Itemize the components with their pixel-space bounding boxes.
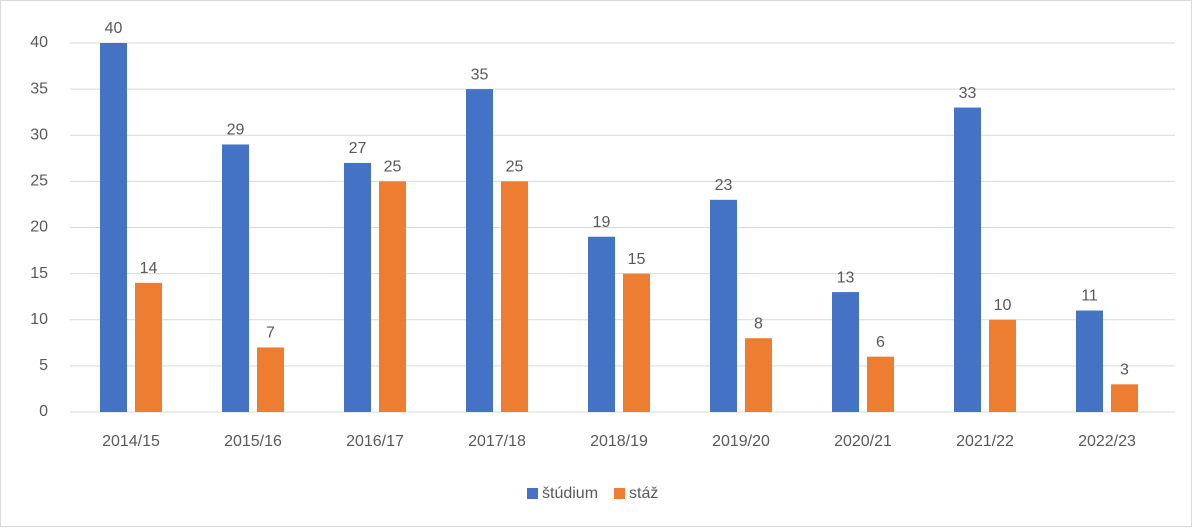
legend-swatch	[614, 488, 626, 499]
x-tick-label: 2017/18	[468, 433, 526, 450]
bar	[100, 43, 127, 412]
bar	[466, 89, 493, 412]
data-label: 29	[227, 122, 245, 139]
data-label: 13	[837, 269, 855, 286]
bar	[623, 273, 650, 412]
data-label: 6	[876, 334, 885, 351]
bar	[379, 181, 406, 412]
bar	[222, 144, 249, 412]
data-label: 15	[628, 251, 646, 268]
x-tick-label: 2020/21	[834, 433, 892, 450]
data-label: 33	[959, 85, 977, 102]
bar	[344, 162, 371, 412]
bar	[588, 236, 615, 412]
data-label: 35	[471, 66, 489, 83]
data-label: 14	[140, 260, 158, 277]
bar	[1111, 384, 1138, 412]
y-tick-label: 30	[30, 126, 48, 143]
y-tick-label: 15	[30, 265, 48, 282]
y-tick-label: 35	[30, 80, 48, 97]
y-tick-label: 40	[30, 34, 48, 51]
x-tick-label: 2014/15	[102, 433, 160, 450]
legend-label: stáž	[629, 485, 658, 502]
y-tick-label: 5	[39, 357, 48, 374]
legend-label: štúdium	[542, 485, 598, 502]
x-tick-label: 2019/20	[712, 433, 770, 450]
data-label: 27	[349, 140, 367, 157]
bar	[135, 282, 162, 412]
y-tick-label: 20	[30, 219, 48, 236]
legend-swatch	[527, 488, 538, 499]
y-tick-label: 0	[39, 403, 48, 420]
data-label: 10	[994, 297, 1012, 314]
bar	[745, 338, 772, 412]
data-label: 8	[754, 315, 763, 332]
y-tick-label: 10	[30, 311, 48, 328]
bar	[832, 292, 859, 412]
x-tick-label: 2022/23	[1078, 433, 1136, 450]
bar	[710, 199, 737, 412]
data-label: 25	[384, 159, 402, 176]
bar	[257, 347, 284, 412]
data-label: 40	[105, 20, 123, 37]
x-tick-label: 2016/17	[346, 433, 404, 450]
bar	[1076, 310, 1103, 412]
bar	[501, 181, 528, 412]
bar	[867, 356, 894, 412]
x-tick-label: 2015/16	[224, 433, 282, 450]
x-tick-label: 2021/22	[956, 433, 1014, 450]
data-label: 25	[506, 159, 524, 176]
x-tick-label: 2018/19	[590, 433, 648, 450]
bar	[989, 319, 1016, 412]
data-label: 3	[1120, 362, 1129, 379]
data-label: 19	[593, 214, 611, 231]
bar	[954, 107, 981, 412]
data-label: 11	[1081, 288, 1098, 305]
y-tick-label: 25	[30, 173, 48, 190]
data-label: 23	[715, 177, 733, 194]
data-label: 7	[266, 325, 275, 342]
